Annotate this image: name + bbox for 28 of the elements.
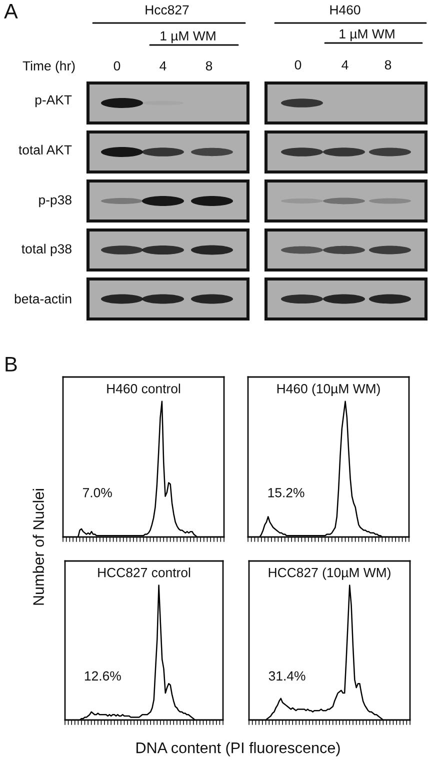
annotation: 15.2% (268, 488, 304, 498)
text: 0 (294, 60, 302, 70)
text: H460 (330, 5, 360, 15)
annotation: 7.0% (82, 488, 112, 498)
text: p-p38 (39, 195, 72, 208)
text: total p38 (22, 244, 72, 256)
text: 4 (160, 61, 166, 70)
annotation: 31.4% (268, 671, 306, 681)
chart-title: H460 control (107, 384, 180, 394)
chart-title: HCC827 control (98, 568, 190, 578)
text: 8 (384, 60, 392, 70)
text: 1 µM WM (340, 29, 394, 42)
text: 4 (342, 60, 348, 70)
text: B (6, 357, 17, 372)
text: 0 (114, 61, 120, 71)
text: total AKT (18, 144, 72, 155)
x-axis-title: DNA content (PI fluorescence) (136, 742, 340, 756)
text: Time (hr) (22, 60, 75, 74)
text: 8 (206, 61, 212, 71)
text: A (4, 4, 18, 18)
text: beta-actin (14, 294, 72, 304)
y-axis-title: Number of Nuclei (32, 489, 44, 605)
annotation: 12.6% (84, 671, 121, 681)
text: Hcc827 (146, 5, 189, 15)
text: p-AKT (35, 95, 72, 108)
text: 1 µM WM (160, 31, 216, 44)
chart-title: HCC827 (10µM WM) (268, 568, 390, 580)
chart-title: H460 (10µM WM) (277, 384, 380, 396)
